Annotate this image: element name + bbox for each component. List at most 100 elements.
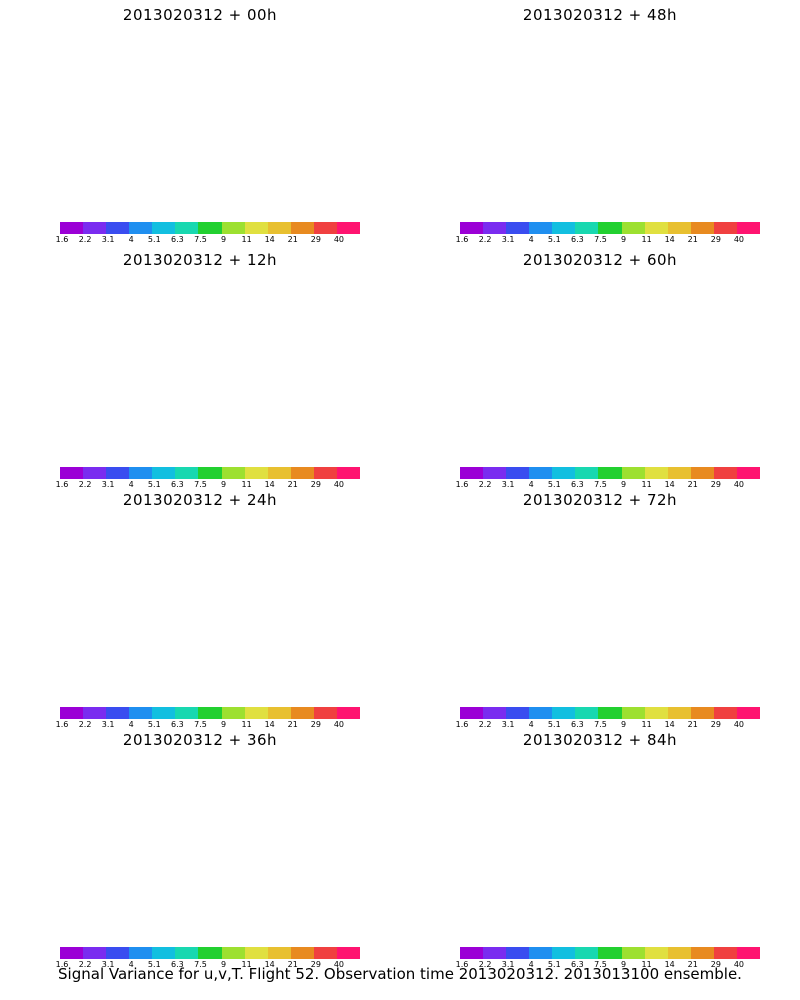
colorbar-tick-label: 2.2	[478, 960, 492, 969]
colorbar-segment	[290, 467, 314, 479]
colorbar-segment	[575, 707, 599, 719]
colorbar-tick-label: 1.6	[455, 235, 469, 244]
colorbar-segment	[336, 467, 361, 479]
colorbar-labels: 1.6 2.2 3.1 4 5.1 6.3 7.5 9 11 14 21 29 40	[56, 235, 360, 245]
colorbar	[60, 222, 361, 234]
colorbar-tick-label: 29	[710, 960, 721, 969]
colorbar-tick-label: 3.1	[501, 720, 515, 729]
colorbar-tick-label: 6.3	[171, 235, 184, 244]
colorbar-tick-label: 3.1	[101, 960, 115, 969]
colorbar-tick-label: 14	[264, 235, 275, 244]
colorbar-tick-label: 4	[128, 720, 134, 729]
colorbar-segment	[175, 467, 199, 479]
colorbar-segment	[506, 222, 530, 234]
colorbar-segment	[83, 222, 107, 234]
colorbar-tick-label: 11	[241, 960, 252, 969]
colorbar-tick-label: 14	[664, 960, 675, 969]
colorbar-labels: 1.6 2.2 3.1 4 5.1 6.3 7.5 9 11 14 21 29 40	[456, 720, 760, 730]
colorbar-segment	[736, 947, 761, 959]
map-panel: 2013020312 + 48h 1.6 2.2 3.1 4 5.1 6.3 7.5 9 11 14…	[400, 0, 800, 244]
colorbar-tick-label: 9	[620, 235, 627, 244]
colorbar-segment	[690, 222, 714, 234]
colorbar-segment	[221, 222, 245, 234]
colorbar-tick-label: 11	[641, 960, 652, 969]
colorbar-segment	[529, 947, 553, 959]
colorbar-tick-label: 9	[220, 480, 227, 489]
colorbar-segment	[106, 707, 130, 719]
colorbar-segment	[60, 222, 84, 234]
colorbar-tick-label: 14	[664, 235, 675, 244]
colorbar-tick-label: 3.1	[101, 235, 115, 244]
variance-map	[400, 725, 800, 945]
colorbar-tick-label: 40	[333, 235, 345, 244]
colorbar-segment	[290, 707, 314, 719]
colorbar-segment	[713, 222, 737, 234]
colorbar-segment	[106, 947, 130, 959]
colorbar-tick-label: 21	[687, 235, 698, 244]
colorbar-segment	[575, 947, 599, 959]
colorbar-segment	[644, 467, 668, 479]
colorbar-segment	[221, 707, 245, 719]
colorbar-segment	[506, 467, 530, 479]
colorbar-tick-label: 9	[620, 720, 627, 729]
colorbar-segment	[483, 467, 507, 479]
colorbar-tick-label: 11	[641, 480, 652, 489]
map-panel: 2013020312 + 36h 1.6 2.2 3.1 4 5.1 6.3 7.5 9 11 14…	[0, 725, 400, 969]
colorbar-tick-label: 21	[687, 480, 698, 489]
colorbar-segment	[244, 947, 268, 959]
colorbar-segment	[152, 467, 176, 479]
panel-title: 2013020312 + 36h	[122, 731, 278, 749]
colorbar-tick-label: 11	[641, 235, 652, 244]
variance-map	[0, 725, 400, 945]
colorbar-tick-label: 14	[264, 960, 275, 969]
colorbar-tick-label: 7.5	[194, 720, 207, 729]
colorbar-segment	[129, 947, 153, 959]
colorbar-segment	[667, 947, 691, 959]
colorbar-tick-label: 2.2	[78, 480, 92, 489]
colorbar-tick-label: 29	[710, 235, 721, 244]
colorbar-segment	[460, 947, 484, 959]
colorbar	[460, 222, 761, 234]
colorbar-segment	[198, 222, 222, 234]
colorbar-segment	[83, 467, 107, 479]
colorbar-segment	[198, 467, 222, 479]
colorbar-segment	[529, 222, 553, 234]
map-panel: 2013020312 + 00h 1.6 2.2 3.1 4 5.1 6.3 7.5 9 11 14…	[0, 0, 400, 244]
colorbar-segment	[198, 947, 222, 959]
colorbar-labels: 1.6 2.2 3.1 4 5.1 6.3 7.5 9 11 14 21 29 40	[56, 720, 360, 730]
map-panel: 2013020312 + 24h 1.6 2.2 3.1 4 5.1 6.3 7.5 9 11 14…	[0, 485, 400, 729]
colorbar-tick-label: 2.2	[478, 480, 492, 489]
colorbar-labels: 1.6 2.2 3.1 4 5.1 6.3 7.5 9 11 14 21 29 40	[456, 960, 760, 970]
colorbar-tick-label: 14	[664, 480, 675, 489]
colorbar-segment	[690, 947, 714, 959]
colorbar-segment	[690, 467, 714, 479]
colorbar-segment	[152, 947, 176, 959]
colorbar-segment	[152, 222, 176, 234]
colorbar	[460, 707, 761, 719]
colorbar-tick-label: 14	[264, 480, 275, 489]
colorbar-tick-label: 1.6	[455, 960, 469, 969]
colorbar-segment	[621, 467, 645, 479]
colorbar-tick-label: 11	[641, 720, 652, 729]
colorbar-segment	[106, 467, 130, 479]
colorbar-tick-label: 21	[687, 960, 698, 969]
colorbar-segment	[621, 947, 645, 959]
colorbar-tick-label: 5.1	[147, 235, 161, 244]
colorbar-tick-label: 40	[733, 960, 745, 969]
colorbar-tick-label: 40	[333, 480, 345, 489]
colorbar-tick-label: 7.5	[594, 235, 607, 244]
colorbar-segment	[336, 707, 361, 719]
colorbar-segment	[267, 467, 291, 479]
colorbar-segment	[483, 707, 507, 719]
colorbar-segment	[460, 467, 484, 479]
colorbar-segment	[598, 467, 622, 479]
colorbar-segment	[575, 222, 599, 234]
colorbar-tick-label: 29	[310, 720, 321, 729]
colorbar-tick-label: 1.6	[55, 235, 69, 244]
colorbar-tick-label: 6.3	[571, 720, 584, 729]
colorbar-tick-label: 5.1	[147, 720, 161, 729]
colorbar-tick-label: 2.2	[78, 720, 92, 729]
colorbar-tick-label: 5.1	[547, 960, 561, 969]
colorbar-tick-label: 29	[310, 960, 321, 969]
colorbar-segment	[736, 707, 761, 719]
